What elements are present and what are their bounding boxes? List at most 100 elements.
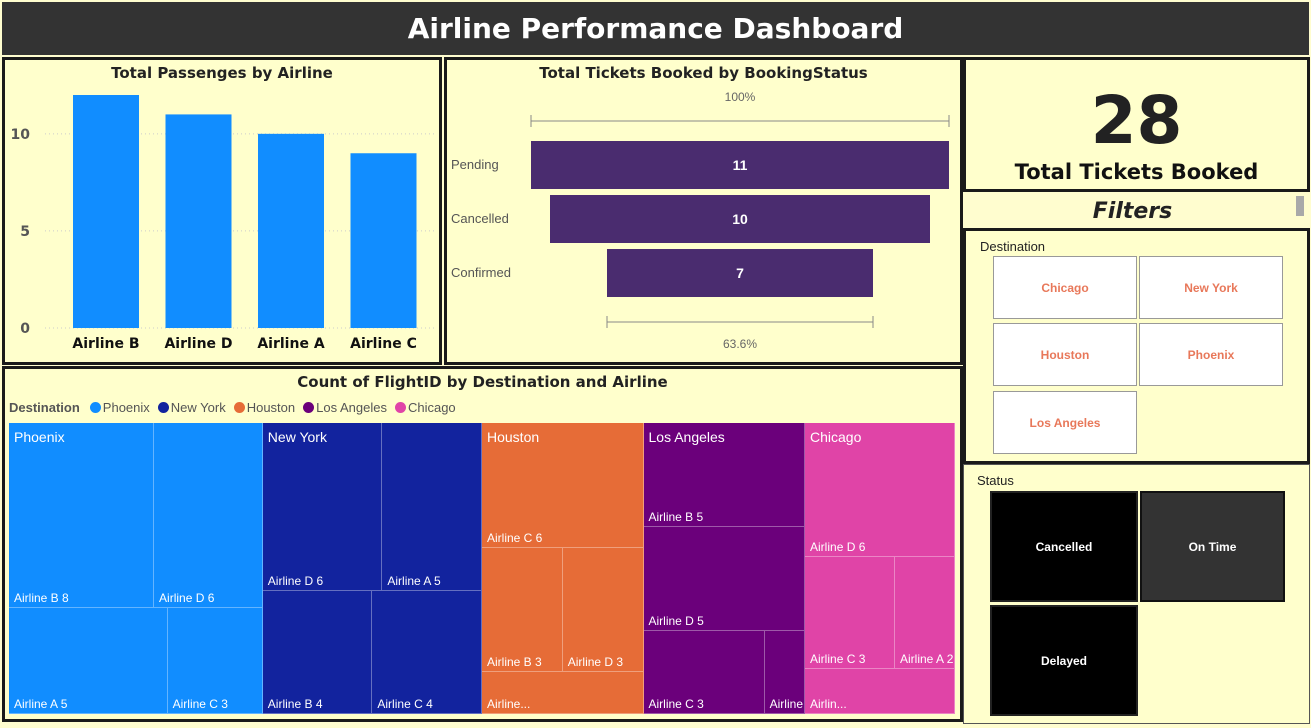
legend-dot-chicago: [394, 402, 406, 413]
destination-tile-phoenix[interactable]: Phoenix: [1139, 323, 1283, 386]
treemap-cell-label: Airline A 1: [769, 696, 804, 711]
legend-item-phoenix[interactable]: Phoenix: [89, 400, 150, 415]
treemap-cell[interactable]: Airline D 6: [262, 423, 383, 592]
bar-chart-title: Total Passenges by Airline: [111, 64, 333, 82]
treemap-group-label: Phoenix: [14, 429, 65, 445]
funnel-category-label: Cancelled: [451, 211, 509, 226]
bar-x-tick-label: Airline C: [350, 336, 417, 352]
destination-tile-new-york[interactable]: New York: [1139, 256, 1283, 319]
treemap-cell-label: Airline D 3: [567, 655, 624, 670]
bar-y-tick-label: 10: [11, 127, 31, 143]
bar-x-tick-label: Airline D: [164, 336, 232, 352]
treemap-cell-label: Airline A 2: [900, 652, 954, 667]
bar-chart-panel[interactable]: Total Passenges by Airline 0 5 10 Airline B…: [2, 57, 442, 365]
kpi-label: Total Tickets Booked: [1014, 160, 1259, 184]
bar: [258, 133, 324, 328]
legend-item-houston[interactable]: Houston: [233, 400, 296, 415]
funnel-bar: [531, 141, 949, 189]
treemap-cell-label: Airline D 6: [267, 574, 324, 589]
treemap-cell-label: Airline C 3: [172, 696, 228, 711]
status-slicer: Status Cancelled On Time Delayed: [963, 464, 1310, 724]
treemap-group-label: Chicago: [810, 429, 862, 445]
bar-y-tick-label: 5: [20, 224, 30, 240]
bar-x-tick-label: Airline B: [72, 336, 139, 352]
legend-dot-houston: [233, 402, 245, 413]
treemap-cell[interactable]: Airline D 6: [154, 423, 263, 609]
treemap-group-label: Houston: [487, 429, 540, 445]
treemap-cell-label: Airline C 4: [377, 696, 433, 711]
legend-item-new-york[interactable]: New York: [157, 400, 226, 415]
treemap-cell-label: Airline D 6: [159, 591, 215, 606]
funnel-category-label: Pending: [451, 157, 499, 172]
treemap-cell[interactable]: Airline C 3: [643, 630, 765, 714]
legend-dot-los-angeles: [303, 402, 315, 413]
funnel-bar: [607, 249, 873, 297]
treemap-cell[interactable]: Airline B 3: [482, 547, 563, 673]
funnel-chart-title: Total Tickets Booked by BookingStatus: [539, 64, 868, 82]
treemap-cell-label: Airline...: [487, 696, 531, 711]
legend-label: Houston: [246, 400, 296, 415]
bar-chart[interactable]: 0 5 10 Airline B Airline D Airline A Airline C: [5, 60, 441, 362]
treemap-cell-label: Airline B 8: [14, 591, 69, 606]
funnel-chart[interactable]: 100% 11 Pending 10 Cancelled 7 Confirmed 63.6%: [447, 60, 960, 362]
treemap-cell[interactable]: Airline B 8: [9, 423, 155, 609]
destination-tile-chicago[interactable]: Chicago: [993, 256, 1137, 319]
funnel-top-percent: 100%: [725, 90, 756, 104]
treemap-cell[interactable]: Airline D 5: [643, 526, 805, 631]
kpi-value: 28: [1090, 82, 1183, 159]
kpi-card: 28 Total Tickets Booked: [963, 57, 1310, 192]
treemap-legend: Destination Phoenix New York Houston Los…: [9, 400, 460, 415]
treemap-group-label: New York: [267, 429, 327, 445]
treemap-cell-label: Airline D 6: [810, 540, 866, 555]
legend-item-chicago[interactable]: Chicago: [394, 400, 456, 415]
treemap-cell[interactable]: Airline D 6: [805, 423, 955, 558]
treemap-cell[interactable]: Airline C 3: [167, 608, 263, 714]
destination-tile-los-angeles[interactable]: Los Angeles: [993, 391, 1137, 454]
treemap-group-label: Los Angeles: [648, 429, 725, 445]
treemap[interactable]: Airline B 8 Airline D 6 Airline A 5 Airline…: [9, 423, 955, 714]
filters-title: Filters: [1092, 198, 1173, 224]
funnel-bottom-percent: 63.6%: [723, 337, 757, 351]
funnel-value-label: 10: [732, 211, 748, 227]
legend-dot-new-york: [157, 402, 169, 413]
treemap-cell[interactable]: Airline A 5: [9, 608, 168, 714]
treemap-cell[interactable]: Airline...: [482, 672, 644, 714]
treemap-cell[interactable]: Airline B 5: [643, 423, 805, 527]
treemap-cell[interactable]: Airline A 5: [382, 423, 482, 592]
treemap-cell[interactable]: Airline D 3: [562, 547, 644, 673]
funnel-bar: [550, 195, 930, 243]
treemap-cell[interactable]: Airline C 6: [482, 423, 644, 548]
treemap-cell-label: Airlin...: [810, 696, 847, 711]
treemap-cell-label: Airline B 3: [487, 655, 542, 670]
destination-slicer-label: Destination: [980, 239, 1046, 254]
legend-label: Los Angeles: [316, 400, 387, 415]
filters-scrollbar[interactable]: [1296, 196, 1304, 216]
treemap-cell[interactable]: Airline A 2: [895, 557, 955, 670]
funnel-chart-panel[interactable]: Total Tickets Booked by BookingStatus 10…: [444, 57, 963, 365]
destination-tile-houston[interactable]: Houston: [993, 323, 1137, 386]
treemap-cell[interactable]: Airline C 4: [372, 591, 482, 714]
treemap-cell[interactable]: Airline C 3: [805, 557, 895, 670]
dashboard-title: Airline Performance Dashboard: [2, 2, 1309, 55]
legend-label: Chicago: [407, 400, 456, 415]
treemap-cell-label: Airline C 3: [648, 696, 704, 711]
destination-slicer: Destination Chicago New York Houston Pho…: [963, 228, 1310, 464]
status-slicer-label: Status: [977, 473, 1014, 488]
funnel-value-label: 7: [736, 265, 744, 281]
treemap-cell-label: Airline A 5: [387, 574, 441, 589]
status-tile-delayed[interactable]: Delayed: [990, 605, 1138, 716]
treemap-cell[interactable]: Airline A 1: [764, 630, 806, 714]
legend-label: New York: [170, 400, 226, 415]
treemap-title: Count of FlightID by Destination and Air…: [297, 373, 668, 391]
bar-y-tick-label: 0: [20, 321, 30, 337]
status-tile-on-time[interactable]: On Time: [1140, 491, 1285, 602]
legend-label: Phoenix: [102, 400, 150, 415]
treemap-cell[interactable]: Airlin...: [805, 669, 955, 714]
treemap-cell[interactable]: Airline B 4: [262, 591, 373, 714]
bar: [165, 114, 232, 328]
status-tile-cancelled[interactable]: Cancelled: [990, 491, 1138, 602]
legend-title: Destination: [9, 400, 80, 415]
treemap-cell-label: Airline A 5: [14, 696, 68, 711]
bar: [73, 95, 139, 328]
legend-item-los-angeles[interactable]: Los Angeles: [303, 400, 387, 415]
